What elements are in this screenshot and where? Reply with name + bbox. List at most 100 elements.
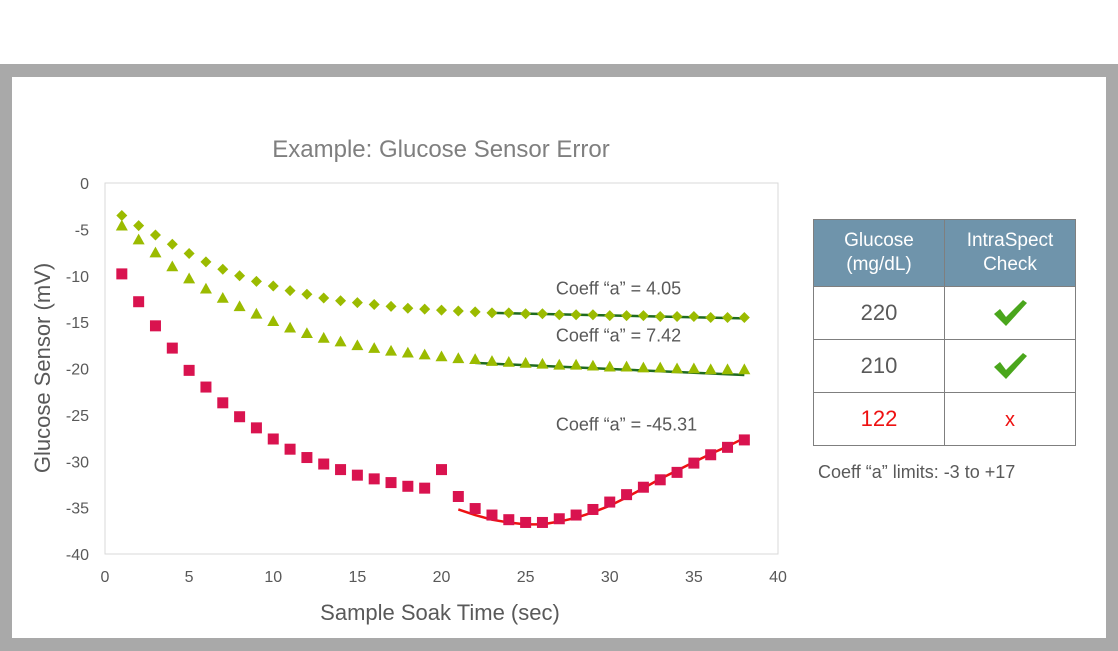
square-point — [217, 397, 229, 409]
triangle-point — [603, 360, 616, 372]
diamond-point — [671, 311, 683, 323]
check-icon — [994, 300, 1027, 326]
x-tick-label: 0 — [101, 569, 110, 586]
square-point — [267, 433, 279, 445]
triangle-point — [267, 315, 280, 326]
triangle-point — [368, 342, 381, 353]
triangle-point — [300, 327, 313, 339]
y-tick-label: -5 — [75, 222, 89, 239]
diamond-point — [351, 297, 363, 309]
diamond-point — [621, 310, 633, 322]
plot-area-border — [104, 182, 779, 555]
square-point — [452, 490, 464, 502]
square-point — [335, 464, 347, 476]
diamond-point — [301, 288, 313, 300]
diamond-point — [284, 285, 296, 297]
square-point — [116, 268, 128, 280]
triangle-point — [620, 360, 633, 372]
square-point — [469, 503, 481, 515]
triangle-point — [317, 331, 330, 343]
diamond-point — [368, 299, 380, 311]
fail-x-mark: x — [1005, 409, 1015, 431]
triangle-point — [401, 346, 414, 358]
coeff-limits-note: Coeff “a” limits: -3 to +17 — [818, 462, 1016, 482]
x-tick-label: 20 — [433, 569, 451, 586]
diamond-point — [705, 311, 717, 323]
diamond-point — [419, 303, 431, 315]
square-point — [368, 473, 380, 485]
square-point — [738, 434, 750, 446]
data-marks — [115, 209, 751, 528]
chart-title: Example: Glucose Sensor Error — [272, 136, 609, 163]
triangle-point — [570, 358, 583, 370]
diamond-point — [738, 311, 750, 323]
triangle-point — [485, 355, 498, 366]
triangle-point — [654, 361, 667, 373]
triangle-point — [721, 363, 734, 375]
square-point — [385, 477, 397, 489]
triangle-point — [385, 344, 398, 356]
x-tick-label: 35 — [685, 569, 703, 586]
square-point — [318, 458, 330, 470]
y-tick-label: -30 — [66, 454, 89, 471]
square-point — [250, 422, 262, 434]
diamond-point — [587, 309, 599, 321]
diamond-point — [536, 308, 548, 320]
triangle-point — [199, 282, 212, 294]
x-tick-label: 25 — [517, 569, 535, 586]
square-point — [688, 457, 700, 469]
y-tick-label: -40 — [66, 547, 89, 564]
x-tick-label: 15 — [348, 569, 366, 586]
triangle-point — [469, 353, 482, 365]
header-check-label-2: Check — [983, 254, 1037, 275]
square-point — [621, 489, 633, 501]
y-axis-title: Glucose Sensor (mV) — [30, 263, 55, 473]
diamond-point — [486, 307, 498, 319]
diamond-point — [570, 309, 582, 321]
square-point — [671, 466, 683, 478]
square-point — [637, 481, 649, 493]
square-point — [149, 320, 161, 332]
square-point — [166, 342, 178, 354]
diamond-point — [436, 304, 447, 316]
square-point — [301, 452, 313, 464]
triangle-point — [536, 357, 549, 369]
square-point — [536, 516, 548, 528]
square-point — [570, 509, 582, 521]
glucose-value: 220 — [813, 286, 945, 340]
coeff-annotation: Coeff “a” = -45.31 — [556, 415, 697, 435]
triangle-point — [418, 348, 431, 360]
coeff-annotation: Coeff “a” = 7.42 — [556, 326, 681, 346]
triangle-point — [671, 362, 684, 374]
square-point — [486, 509, 498, 521]
triangle-point — [704, 363, 717, 375]
table-row: 122 x — [813, 392, 1076, 446]
diamond-point — [267, 280, 279, 292]
square-point — [234, 411, 246, 423]
triangle-point — [132, 233, 145, 245]
triangle-point — [435, 350, 448, 362]
y-tick-label: -20 — [66, 362, 89, 379]
square-point — [553, 513, 565, 525]
diamond-point — [604, 310, 616, 322]
diamond-point — [217, 263, 229, 275]
triangle-point — [452, 352, 465, 364]
triangle-point — [233, 300, 246, 312]
annotations: Coeff “a” = 4.05 Coeff “a” = 7.42 Coeff “a… — [556, 278, 697, 434]
triangle-point — [149, 246, 162, 258]
x-tick-label: 30 — [601, 569, 619, 586]
header-glucose: Glucose (mg/dL) — [813, 219, 945, 287]
chart-axes: 0 5 10 15 20 25 30 35 40 0 -5 -10 -15 -20 -25 -30 -35 -40 — [66, 176, 787, 586]
triangle-point — [738, 363, 751, 375]
diamond-point — [335, 295, 347, 307]
x-tick-label: 10 — [264, 569, 282, 586]
diamond-point — [553, 309, 565, 321]
triangle-point — [502, 356, 515, 367]
diamond-point — [183, 247, 195, 259]
diamond-point — [385, 300, 397, 312]
diamond-point — [166, 238, 178, 250]
diamond-point — [116, 209, 128, 221]
header-check-label: IntraSpect — [966, 230, 1054, 251]
square-point — [183, 364, 195, 376]
